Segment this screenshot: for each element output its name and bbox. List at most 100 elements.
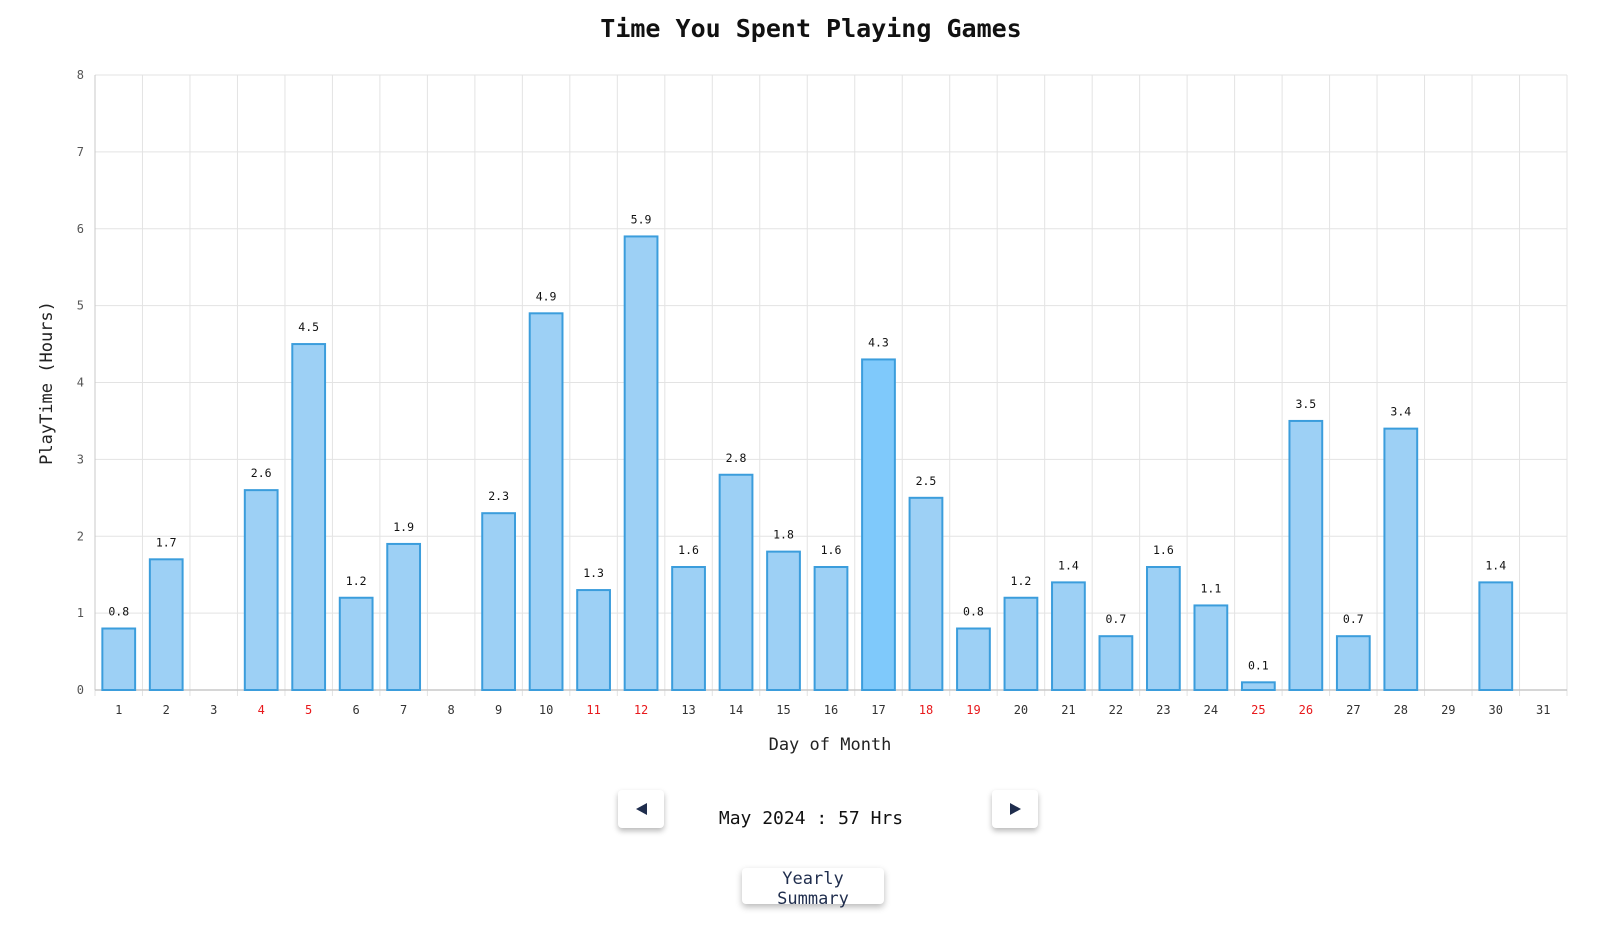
bar-day-14[interactable] xyxy=(718,473,754,691)
bar-day-10[interactable] xyxy=(528,312,564,691)
x-tick-label: 19 xyxy=(966,703,980,717)
data-label: 1.6 xyxy=(821,543,842,557)
x-tick-label: 11 xyxy=(586,703,600,717)
x-tick-label: 1 xyxy=(115,703,122,717)
x-tick-label: 20 xyxy=(1014,703,1028,717)
data-label: 2.3 xyxy=(488,489,509,503)
bar-day-5[interactable] xyxy=(291,343,327,691)
bar-day-12[interactable] xyxy=(623,235,659,691)
x-tick-label: 25 xyxy=(1251,703,1265,717)
data-label: 1.4 xyxy=(1058,558,1079,572)
bar-day-18[interactable] xyxy=(908,496,944,691)
data-labels: 0.8 1.7 2.6 4.5 1.2 1.9 2.3 4.9 1.3 5.9 1.6 2.8 1.8 1… xyxy=(108,212,1506,672)
bar-day-4[interactable] xyxy=(243,489,279,691)
chart-title: Time You Spent Playing Games xyxy=(600,14,1022,43)
x-tick-label: 12 xyxy=(634,703,648,717)
x-tick-label: 30 xyxy=(1489,703,1503,717)
data-label: 4.3 xyxy=(868,335,889,349)
data-label: 1.4 xyxy=(1485,558,1506,572)
x-tick-label: 31 xyxy=(1536,703,1550,717)
x-tick-label: 23 xyxy=(1156,703,1170,717)
bar-day-28[interactable] xyxy=(1383,427,1419,691)
data-label: 0.7 xyxy=(1106,612,1127,626)
bar-day-21[interactable] xyxy=(1051,581,1086,691)
bars xyxy=(101,235,1514,691)
bar-day-23[interactable] xyxy=(1146,566,1181,691)
bar-day-22[interactable] xyxy=(1098,635,1134,691)
bar-day-7[interactable] xyxy=(386,542,422,691)
data-label: 1.3 xyxy=(583,566,604,580)
data-label: 1.6 xyxy=(678,543,699,557)
x-tick-label: 6 xyxy=(353,703,360,717)
y-tick-label: 0 xyxy=(77,683,84,697)
x-tick-label: 16 xyxy=(824,703,838,717)
data-label: 2.8 xyxy=(726,451,747,465)
x-tick-label: 18 xyxy=(919,703,933,717)
bar-day-27[interactable] xyxy=(1335,635,1371,691)
x-tick-label: 8 xyxy=(448,703,455,717)
data-label: 2.6 xyxy=(251,466,272,480)
x-tick-label: 24 xyxy=(1204,703,1218,717)
x-tick-label: 17 xyxy=(871,703,885,717)
data-label: 4.9 xyxy=(536,289,557,303)
data-label: 1.2 xyxy=(1011,574,1032,588)
y-tick-label: 2 xyxy=(77,529,84,543)
y-tick-label: 3 xyxy=(77,452,84,466)
data-label: 4.5 xyxy=(298,320,319,334)
x-tick-label: 22 xyxy=(1109,703,1123,717)
data-label: 1.7 xyxy=(156,535,177,549)
chevron-left-icon xyxy=(635,803,647,815)
bar-day-13[interactable] xyxy=(671,566,706,691)
data-label: 1.6 xyxy=(1153,543,1174,557)
bar-day-26[interactable] xyxy=(1288,419,1324,691)
data-label: 3.4 xyxy=(1390,405,1411,419)
y-tick-label: 4 xyxy=(77,376,84,390)
x-tick-label: 5 xyxy=(305,703,312,717)
x-tick-label: 21 xyxy=(1061,703,1075,717)
x-axis-label: Day of Month xyxy=(769,735,892,755)
bar-day-11[interactable] xyxy=(576,589,611,691)
x-tick-label: 26 xyxy=(1299,703,1313,717)
data-label: 0.1 xyxy=(1248,658,1269,672)
x-tick-label: 27 xyxy=(1346,703,1360,717)
next-month-button[interactable] xyxy=(992,790,1038,828)
y-tick-label: 5 xyxy=(77,299,84,313)
data-label: 5.9 xyxy=(631,212,652,226)
bar-day-6[interactable] xyxy=(338,596,374,691)
bar-day-24[interactable] xyxy=(1193,604,1229,691)
month-summary: May 2024 : 57 Hrs xyxy=(718,808,904,829)
x-tick-label: 7 xyxy=(400,703,407,717)
data-label: 3.5 xyxy=(1295,397,1316,411)
bar-day-19[interactable] xyxy=(956,627,991,691)
previous-month-button[interactable] xyxy=(618,790,664,828)
data-label: 0.8 xyxy=(108,605,129,619)
bar-day-25[interactable] xyxy=(1240,681,1276,691)
yearly-summary-button[interactable]: Yearly Summary xyxy=(742,868,884,909)
y-axis-label: PlayTime (Hours) xyxy=(37,301,57,465)
y-tick-label: 1 xyxy=(77,606,84,620)
bar-day-17[interactable] xyxy=(861,358,896,691)
x-tick-label: 29 xyxy=(1441,703,1455,717)
bar-day-30[interactable] xyxy=(1478,581,1514,691)
data-label: 1.8 xyxy=(773,528,794,542)
data-label: 1.1 xyxy=(1200,581,1221,595)
bar-day-1[interactable] xyxy=(101,627,137,691)
data-label: 2.5 xyxy=(916,474,937,488)
x-tick-label: 14 xyxy=(729,703,743,717)
data-label: 1.9 xyxy=(393,520,414,534)
bar-day-2[interactable] xyxy=(148,558,184,691)
bar-day-15[interactable] xyxy=(766,550,801,691)
bar-day-16[interactable] xyxy=(813,566,849,691)
x-tick-label: 15 xyxy=(776,703,790,717)
data-label: 0.7 xyxy=(1343,612,1364,626)
x-tick-label: 28 xyxy=(1394,703,1408,717)
x-tick-label: 4 xyxy=(258,703,265,717)
chevron-right-icon xyxy=(1009,803,1021,815)
bar-day-9[interactable] xyxy=(481,512,516,691)
bar-day-20[interactable] xyxy=(1003,596,1039,691)
x-tick-label: 9 xyxy=(495,703,502,717)
x-tick-label: 13 xyxy=(681,703,695,717)
data-label: 0.8 xyxy=(963,605,984,619)
x-tick-label: 2 xyxy=(163,703,170,717)
